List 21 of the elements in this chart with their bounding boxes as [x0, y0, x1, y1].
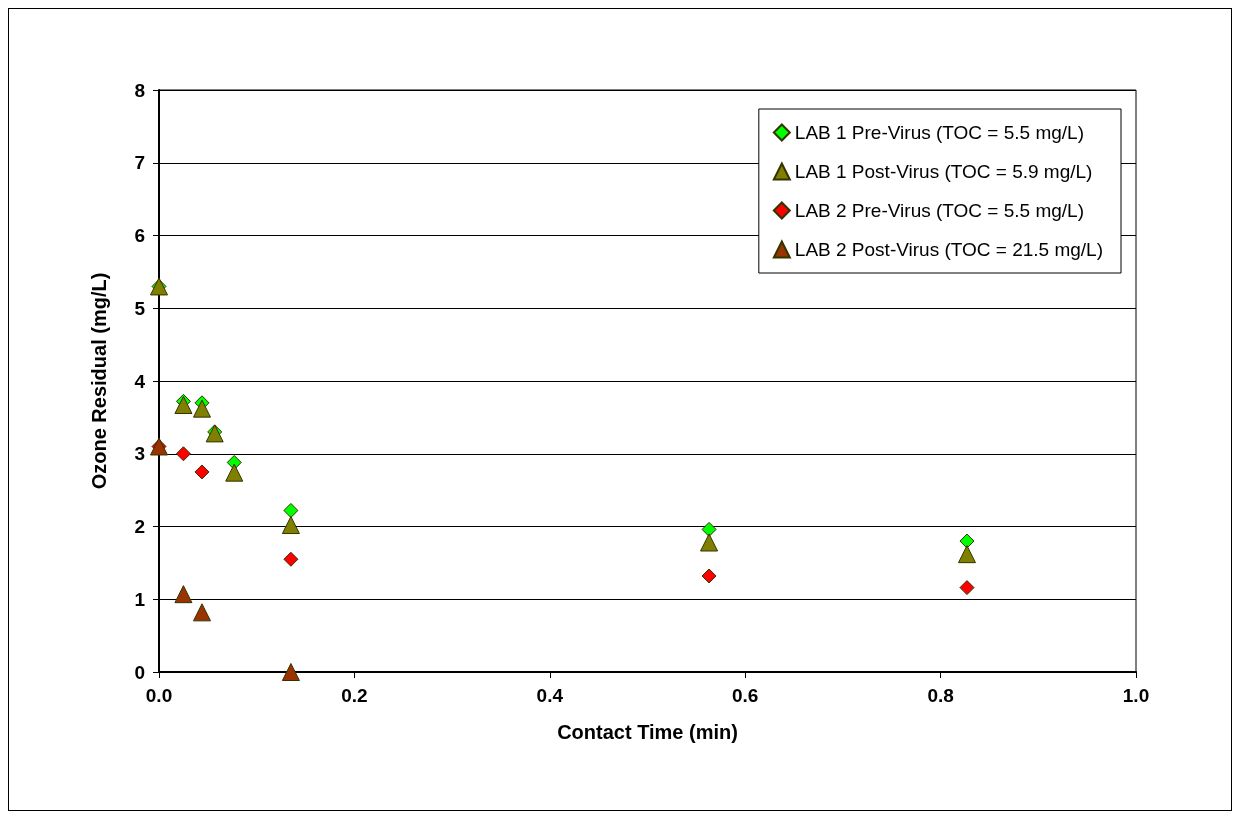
x-tick-label: 1.0	[1122, 685, 1150, 706]
x-tick-label: 0.4	[536, 685, 564, 706]
y-tick-label: 1	[134, 588, 146, 610]
y-tick-label: 0	[134, 661, 145, 683]
x-tick-label: 0.2	[341, 685, 368, 706]
legend-label: LAB 2 Pre-Virus (TOC = 5.5 mg/L)	[794, 200, 1084, 221]
y-tick-label: 8	[134, 79, 145, 101]
y-tick-label: 6	[134, 225, 145, 246]
y-tick-label: 2	[134, 516, 145, 537]
legend-label: LAB 1 Post-Virus (TOC = 5.9 mg/L)	[794, 161, 1093, 182]
legend-label: LAB 1 Pre-Virus (TOC = 5.5 mg/L)	[794, 122, 1084, 143]
x-axis-title: Contact Time (min)	[557, 721, 738, 743]
x-tick-label: 0.6	[731, 685, 759, 706]
y-tick-label: 3	[134, 443, 145, 465]
x-tick-label: 0.8	[927, 685, 954, 706]
y-tick-label: 5	[134, 297, 146, 319]
legend-label: LAB 2 Post-Virus (TOC = 21.5 mg/L)	[794, 239, 1104, 260]
y-axis-title: Ozone Residual (mg/L)	[88, 272, 110, 490]
y-tick-label: 7	[134, 152, 145, 174]
y-tick-label: 4	[134, 370, 146, 392]
x-tick-label: 0.0	[145, 685, 173, 706]
